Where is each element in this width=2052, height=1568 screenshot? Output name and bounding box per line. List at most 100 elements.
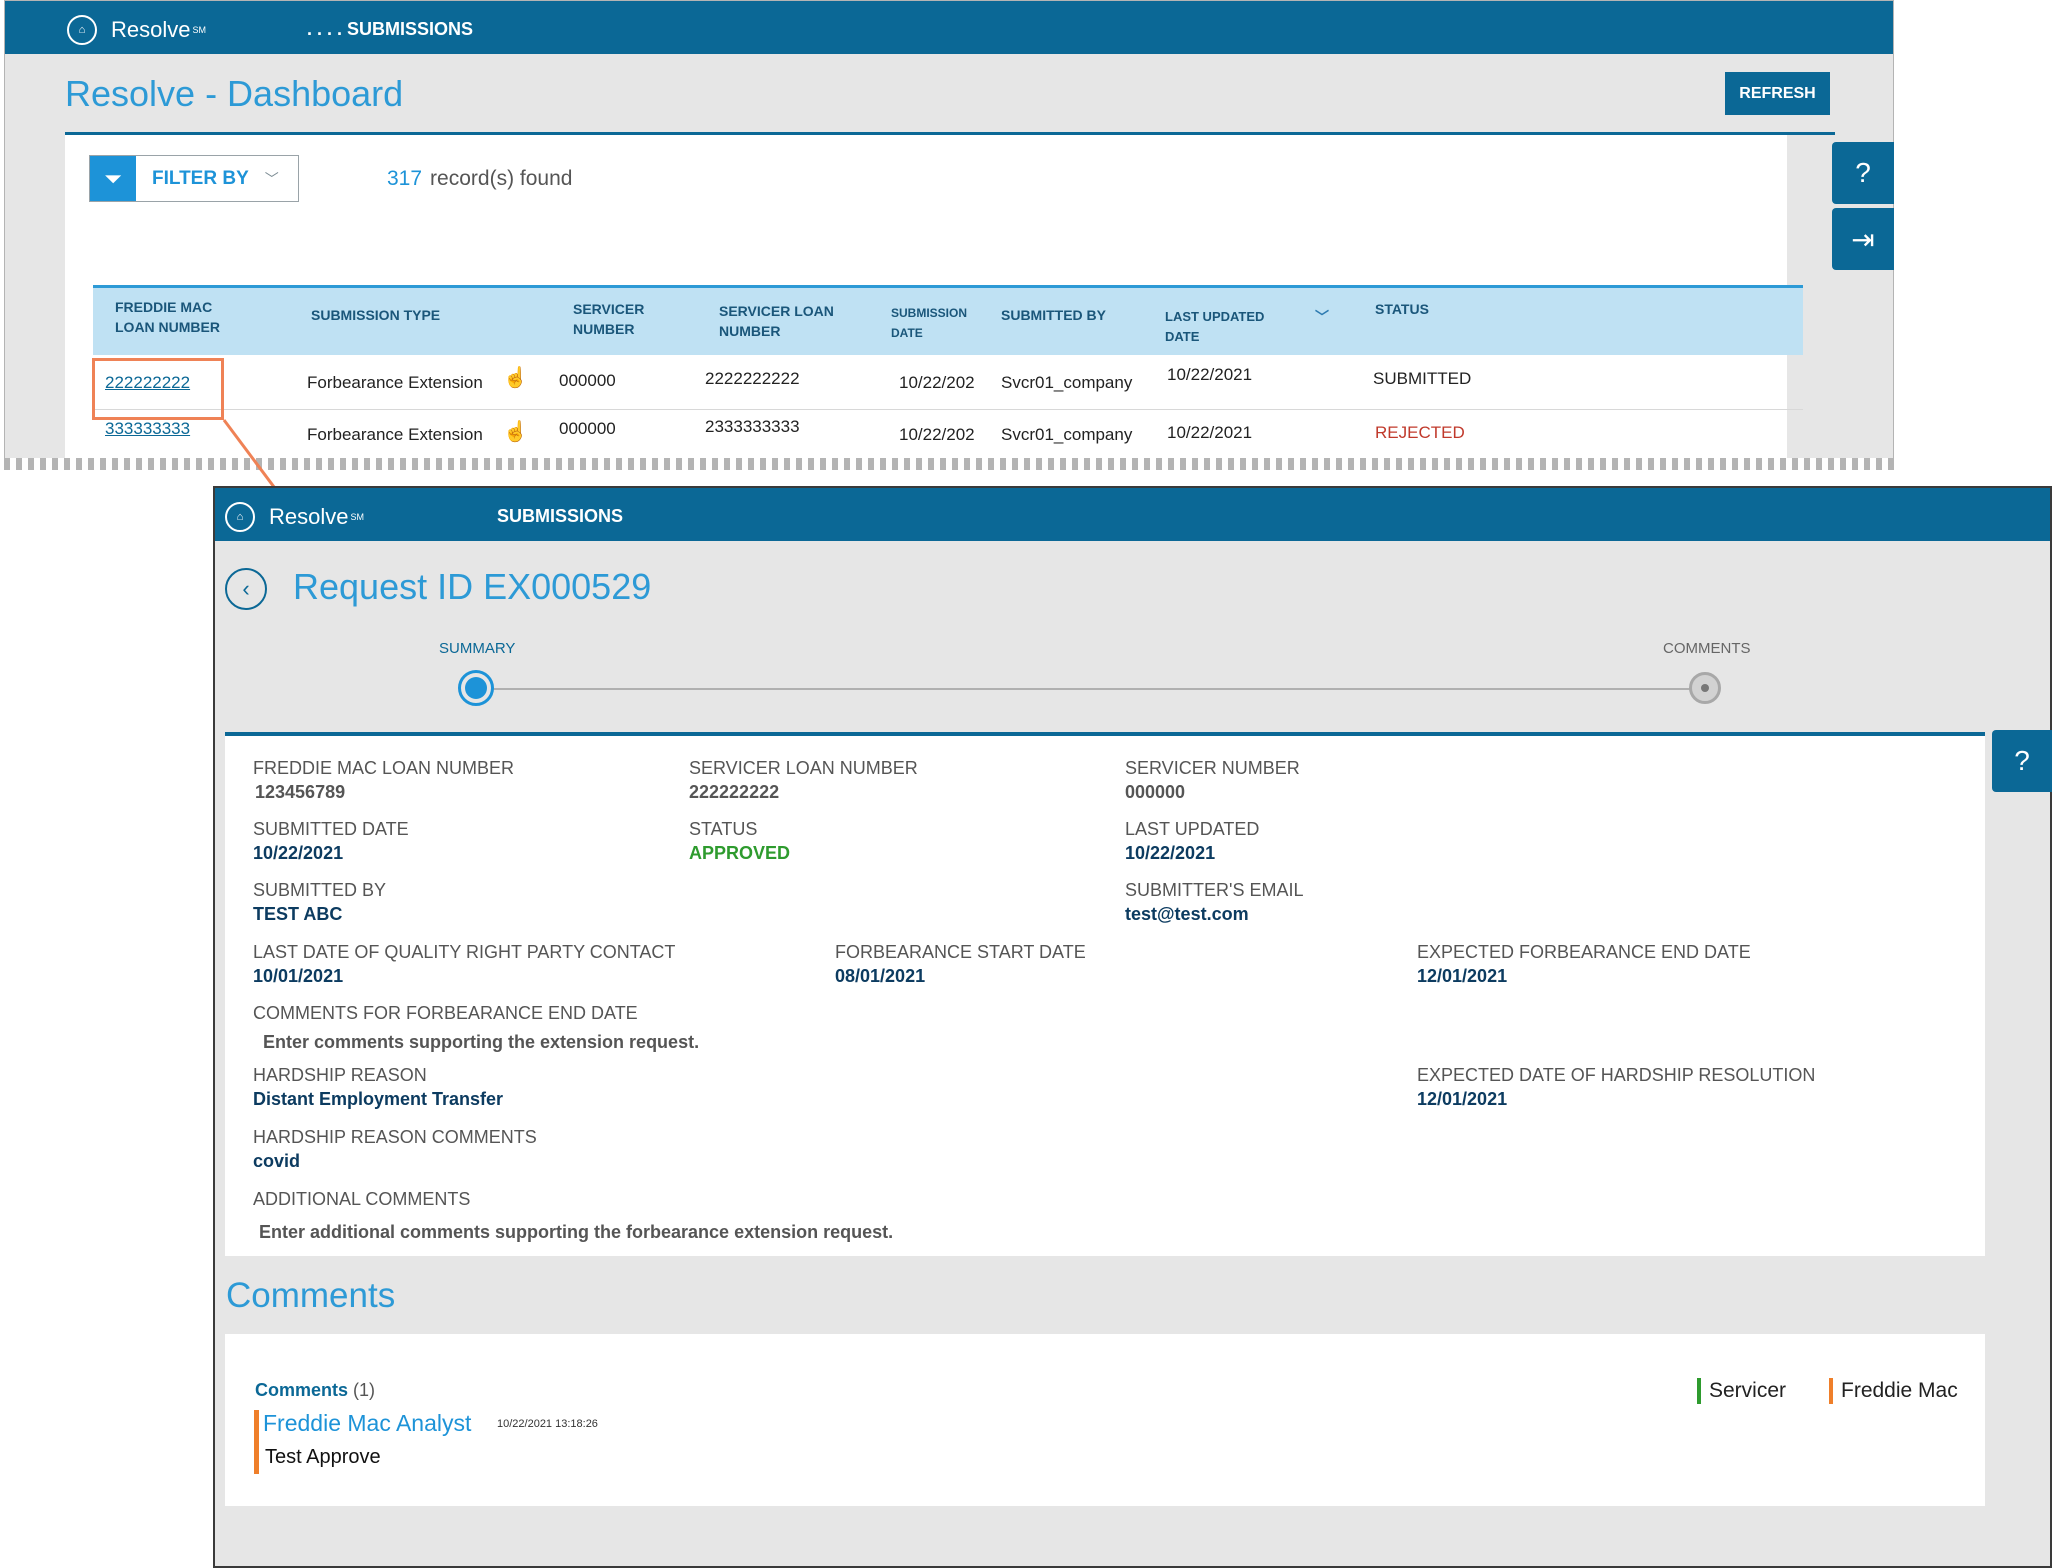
- field-label: SUBMITTED DATE: [253, 819, 409, 839]
- field-value: 12/01/2021: [1417, 1089, 1508, 1109]
- col-header-submitted-by[interactable]: SUBMITTED BY: [1001, 307, 1106, 323]
- step-comments-dot[interactable]: [1689, 672, 1721, 704]
- loan-number-link[interactable]: 222222222: [105, 373, 191, 392]
- resolve-logo-icon: ⌂: [225, 502, 255, 532]
- brand-mark: SM: [192, 25, 206, 35]
- torn-edge: [4, 458, 1894, 470]
- title-divider: [65, 132, 1835, 135]
- field-label: STATUS: [689, 819, 758, 839]
- field-label: ADDITIONAL COMMENTS: [253, 1189, 471, 1209]
- field-value: Enter additional comments supporting the…: [259, 1222, 894, 1242]
- status-badge: REJECTED: [1375, 423, 1465, 442]
- records-found: 317 record(s) found: [387, 167, 572, 191]
- logout-icon[interactable]: ⇥: [1832, 208, 1894, 270]
- field-value: covid: [253, 1151, 301, 1171]
- submission-date: 10/22/202: [899, 373, 975, 392]
- servicer-number: 000000: [559, 371, 616, 390]
- record-suffix: record(s) found: [430, 167, 573, 190]
- brand-name: Resolve: [111, 17, 191, 42]
- touch-icon[interactable]: ☝: [503, 367, 528, 389]
- field-value: 10/01/2021: [253, 966, 344, 986]
- row-divider: [93, 409, 1803, 410]
- field-label: SERVICER LOAN NUMBER: [689, 758, 918, 778]
- step-summary-dot[interactable]: [458, 670, 494, 706]
- resolve-logo-icon: ⌂: [67, 15, 97, 45]
- stepper-track: [475, 688, 1715, 690]
- submitted-by: Svcr01_company: [1001, 425, 1133, 444]
- col-header-last-updated-line1: LAST UPDATED: [1165, 309, 1265, 324]
- help-icon[interactable]: ?: [1992, 730, 2052, 792]
- detail-brand[interactable]: ⌂ Resolve SM: [225, 502, 364, 532]
- dashboard-brand[interactable]: ⌂ Resolve SM: [67, 15, 206, 45]
- field-value: 123456789: [255, 782, 346, 802]
- record-count: 317: [387, 167, 423, 190]
- comments-title-label: Comments: [255, 1380, 349, 1400]
- submitted-by: Svcr01_company: [1001, 373, 1133, 392]
- step-core-icon: [465, 677, 487, 699]
- comments-count: (1): [353, 1380, 376, 1400]
- field-value: Distant Employment Transfer: [253, 1089, 504, 1109]
- touch-icon[interactable]: ☝: [503, 421, 528, 443]
- comment-timestamp: 10/22/2021 13:18:26: [497, 1418, 598, 1430]
- field-value: 10/22/2021: [253, 843, 344, 863]
- brand-name: Resolve: [269, 504, 349, 529]
- back-arrow-icon[interactable]: ‹: [225, 568, 267, 610]
- servicer-loan-number: 2333333333: [705, 417, 800, 436]
- col-header-servicer-loan[interactable]: SERVICER LOAN NUMBER: [719, 301, 834, 341]
- field-value: test@test.com: [1125, 904, 1249, 924]
- table-header: [93, 285, 1803, 355]
- col-header-last-updated-line2: DATE: [1165, 329, 1200, 344]
- refresh-button[interactable]: REFRESH: [1725, 72, 1830, 115]
- col-header-loan-line1: FREDDIE MAC: [115, 299, 213, 315]
- filter-by-dropdown[interactable]: ⏷ FILTER BY ﹀: [89, 155, 299, 202]
- page-title: Request ID EX000529: [293, 566, 652, 607]
- filter-icon: ⏷: [90, 156, 136, 201]
- col-header-submission-date[interactable]: SUBMISSION DATE: [891, 303, 967, 343]
- field-value: TEST ABC: [253, 904, 343, 924]
- col-header-servicer-number[interactable]: SERVICER NUMBER: [573, 299, 644, 339]
- comments-title: Comments (1): [255, 1380, 375, 1401]
- nav-submissions[interactable]: SUBMISSIONS: [497, 506, 624, 526]
- sort-chevron-down-icon[interactable]: ﹀: [1315, 309, 1329, 325]
- step-summary-label[interactable]: SUMMARY: [439, 640, 516, 657]
- comments-heading: Comments: [226, 1276, 396, 1315]
- col-header-servicer-loan-line1: SERVICER LOAN: [719, 303, 834, 319]
- detail-top-bar: ⌂ Resolve SM SUBMISSIONS: [215, 488, 2050, 541]
- col-header-type[interactable]: SUBMISSION TYPE: [311, 307, 441, 323]
- field-label: HARDSHIP REASON COMMENTS: [253, 1127, 537, 1147]
- servicer-number: 000000: [559, 419, 616, 438]
- step-comments-label[interactable]: COMMENTS: [1663, 640, 1751, 657]
- col-header-last-updated[interactable]: LAST UPDATED DATE: [1165, 307, 1264, 347]
- col-header-loan[interactable]: FREDDIE MAC LOAN NUMBER: [115, 297, 220, 337]
- field-label: FREDDIE MAC LOAN NUMBER: [253, 758, 515, 778]
- help-icon[interactable]: ?: [1832, 142, 1894, 204]
- request-detail-window: ⌂ Resolve SM SUBMISSIONS ‹ Request ID EX0…: [213, 486, 2052, 1568]
- nav-submissions[interactable]: . . . . SUBMISSIONS: [307, 19, 474, 39]
- field-value: 08/01/2021: [835, 966, 926, 986]
- last-updated: 10/22/2021: [1167, 423, 1253, 442]
- col-header-status[interactable]: STATUS: [1375, 301, 1429, 317]
- field-label: SUBMITTER'S EMAIL: [1125, 880, 1304, 900]
- brand-mark: SM: [350, 512, 364, 522]
- status-badge: SUBMITTED: [1373, 369, 1472, 388]
- comment-text: Test Approve: [265, 1446, 381, 1468]
- field-value: 222222222: [689, 782, 780, 802]
- highlight-box: [92, 358, 224, 420]
- col-header-loan-line2: LOAN NUMBER: [115, 319, 220, 335]
- legend-servicer: Servicer: [1697, 1378, 1786, 1404]
- status-badge: APPROVED: [689, 843, 791, 863]
- legend-servicer-label: Servicer: [1709, 1379, 1787, 1402]
- field-label: EXPECTED DATE OF HARDSHIP RESOLUTION: [1417, 1065, 1816, 1085]
- field-label: SERVICER NUMBER: [1125, 758, 1300, 778]
- loan-number-link[interactable]: 333333333: [105, 419, 191, 438]
- chevron-down-icon: ﹀: [264, 170, 279, 187]
- field-label: HARDSHIP REASON: [253, 1065, 427, 1085]
- dashboard-window: ⌂ Resolve SM . . . . SUBMISSIONS Resolve …: [4, 0, 1894, 466]
- col-header-submission-date-line2: DATE: [891, 326, 923, 340]
- field-value: Enter comments supporting the extension …: [263, 1032, 700, 1052]
- field-label: FORBEARANCE START DATE: [835, 942, 1086, 962]
- field-label: EXPECTED FORBEARANCE END DATE: [1417, 942, 1751, 962]
- legend-freddie-label: Freddie Mac: [1841, 1379, 1958, 1402]
- freddie-mac-marker: [254, 1410, 259, 1474]
